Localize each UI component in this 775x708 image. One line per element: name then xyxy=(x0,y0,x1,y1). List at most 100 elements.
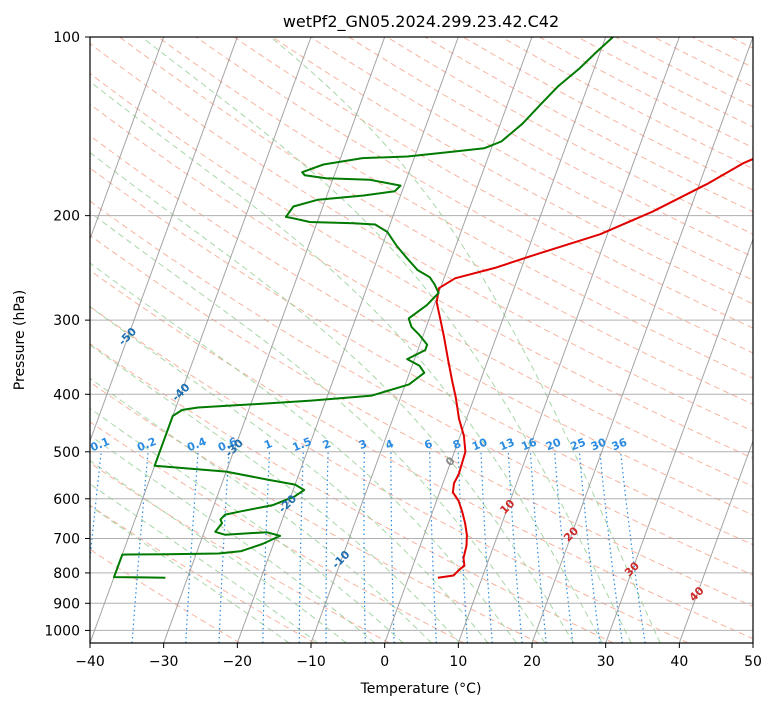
y-tick-label: 700 xyxy=(53,532,80,548)
dry-adiabat xyxy=(90,72,753,459)
mixing-ratio-line xyxy=(429,451,437,643)
mixing-ratio-line xyxy=(90,451,102,565)
mixing-ratio-line xyxy=(218,451,230,643)
moist-adiabat xyxy=(90,377,432,643)
mixing-ratio-line xyxy=(578,451,601,643)
x-axis-title: Temperature (°C) xyxy=(360,681,482,697)
x-tick-label: 40 xyxy=(670,654,688,670)
axes: −40 −30 −20 −10 0 10 20 30 40 50 100 200 300 400 500 60… xyxy=(44,30,762,670)
mixing-ratio-line xyxy=(131,451,149,643)
y-tick-label: 600 xyxy=(53,492,80,508)
dry-adiabat xyxy=(90,42,753,432)
dry-adiabat xyxy=(90,200,753,576)
y-tick-label: 1000 xyxy=(44,623,80,639)
moist-adiabat xyxy=(90,407,404,643)
mixing-ratio-label: 2 xyxy=(321,437,333,452)
dry-adiabat xyxy=(90,381,540,643)
mixing-ratio-label: 36 xyxy=(610,436,629,454)
dry-adiabat xyxy=(90,305,689,643)
moist-adiabat xyxy=(90,151,575,643)
x-tick-label: 10 xyxy=(449,654,467,670)
mixing-ratio-line xyxy=(185,451,199,643)
dry-adiabat xyxy=(90,548,241,643)
dry-adiabat xyxy=(271,37,753,305)
dry-adiabat xyxy=(90,135,753,516)
x-tick-label: −30 xyxy=(149,654,179,670)
mixing-ratio-label: 3 xyxy=(357,437,369,452)
mixing-ratio-line xyxy=(554,451,574,643)
mixing-ratio-line xyxy=(599,451,623,643)
moist-adiabat xyxy=(90,505,290,643)
temperature-profile xyxy=(435,157,753,579)
isotherm-label: -70 xyxy=(9,213,32,236)
mixing-ratio-line xyxy=(529,451,547,643)
mixing-ratio-line xyxy=(480,451,493,643)
moist-adiabat xyxy=(90,434,376,643)
profile-series xyxy=(113,37,753,579)
mixing-ratio-line xyxy=(298,451,304,643)
moist-adiabat xyxy=(141,37,632,643)
y-tick-label: 300 xyxy=(53,313,80,329)
isotherm xyxy=(236,37,459,643)
moist-adiabat xyxy=(270,37,661,643)
moist-adiabat xyxy=(90,344,461,643)
dry-adiabat xyxy=(157,37,753,379)
mixing-ratio-line xyxy=(325,451,329,643)
y-axis-title: Pressure (hPa) xyxy=(12,290,28,390)
x-tick-label: 30 xyxy=(597,654,615,670)
x-tick-label: 20 xyxy=(523,654,541,670)
isotherm xyxy=(752,641,753,643)
x-tick-label: −10 xyxy=(296,654,326,670)
isotherms xyxy=(90,37,753,643)
x-tick-label: −20 xyxy=(223,654,253,670)
x-tick-label: 0 xyxy=(380,654,389,670)
x-tick-label: 50 xyxy=(744,654,762,670)
isotherm xyxy=(531,37,753,643)
mixing-ratio-line xyxy=(507,451,523,643)
mixing-ratio-label: 1 xyxy=(262,437,274,452)
moist-adiabats xyxy=(90,37,661,643)
y-tick-label: 900 xyxy=(53,596,80,612)
isotherm xyxy=(605,237,753,643)
dry-adiabat xyxy=(90,269,753,640)
dry-adiabat xyxy=(90,421,465,643)
mixing-ratio-line xyxy=(457,451,469,643)
isotherm xyxy=(90,37,238,443)
isotherm xyxy=(384,37,607,643)
y-tick-label: 800 xyxy=(53,566,80,582)
mixing-ratio-label: 13 xyxy=(497,436,516,454)
isotherm xyxy=(457,37,680,643)
mixing-ratio-label: 8 xyxy=(451,437,463,452)
isotherm xyxy=(90,37,312,643)
mixing-ratio-label: 20 xyxy=(544,436,563,454)
moist-adiabat xyxy=(90,211,546,643)
dry-adiabat xyxy=(90,167,753,546)
dry-adiabat xyxy=(90,504,315,643)
moist-adiabat xyxy=(90,262,517,643)
mixing-ratio-line xyxy=(262,451,271,643)
isotherm xyxy=(310,37,533,643)
mixing-ratio-label: 30 xyxy=(589,436,608,454)
y-tick-label: 200 xyxy=(53,209,80,225)
y-tick-label: 500 xyxy=(53,445,80,461)
dewpoint-profile xyxy=(113,37,614,579)
chart-title: wetPf2_GN05.2024.299.23.42.C42 xyxy=(283,12,559,32)
moist-adiabat xyxy=(90,306,489,643)
isotherm xyxy=(678,439,753,643)
mixing-ratio-lines xyxy=(90,451,646,643)
mixing-ratio-label: 16 xyxy=(520,436,539,454)
isotherm-label: -60 xyxy=(63,269,86,292)
isotherm xyxy=(90,37,165,241)
mixing-ratio-line xyxy=(363,451,366,643)
isotherm xyxy=(163,37,386,643)
mixing-ratio-label: 25 xyxy=(569,436,588,454)
dry-adiabat xyxy=(309,37,753,281)
moist-adiabat xyxy=(90,483,319,643)
plot-area: 0.10.20.40.611.52346810131620253036-100-… xyxy=(9,37,753,643)
y-tick-label: 400 xyxy=(53,387,80,403)
plot-frame xyxy=(89,36,754,644)
x-tick-label: −40 xyxy=(75,654,105,670)
mixing-ratio-line xyxy=(620,451,646,643)
mixing-ratio-label: 10 xyxy=(470,436,489,454)
